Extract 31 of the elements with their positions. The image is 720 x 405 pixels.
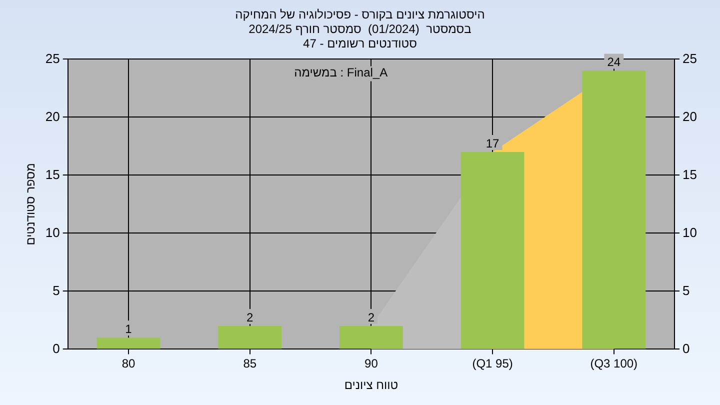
- y2-tick-label: 0: [682, 340, 690, 356]
- y2-tick-label: 25: [682, 50, 698, 66]
- annotation: במשימה : Final_A: [294, 66, 388, 80]
- x-tick-label: 90: [364, 356, 378, 371]
- chart-subtitle: בסמסטר (01/2024) סמסטר חורף 2024/25 סטודנטים רשומים - 47: [248, 22, 472, 50]
- y-tick-label: 5: [52, 282, 60, 298]
- x-tick-label: (Q3 100): [590, 356, 638, 371]
- data-label: 17: [486, 136, 500, 150]
- data-label: 2: [246, 310, 254, 324]
- y2-tick-label: 20: [682, 108, 698, 124]
- bar: [96, 338, 160, 349]
- y-tick-label: 25: [45, 50, 60, 66]
- x-tick-label: 85: [243, 356, 257, 371]
- x-tick-label: 80: [122, 356, 136, 371]
- x-axis-title: טווח ציונים: [344, 378, 398, 392]
- bar: [218, 326, 282, 349]
- data-label: 1: [125, 322, 132, 336]
- x-tick-label: (Q1 95): [472, 356, 513, 371]
- y-tick-label: 20: [45, 108, 60, 124]
- bar: [340, 326, 403, 349]
- y2-tick-label: 15: [682, 166, 698, 182]
- chart-title: היסטוגרמת ציונים בקורס - פסיכולוגיה של המחיקה: [235, 8, 485, 22]
- y-tick-label: 10: [45, 224, 60, 240]
- bar: [582, 70, 646, 349]
- y2-tick-label: 5: [682, 282, 690, 298]
- data-label: 2: [368, 310, 375, 324]
- y-axis-title: מספר סטודנטים: [24, 163, 38, 246]
- y-tick-label: 15: [45, 166, 60, 182]
- data-label: 24: [607, 55, 621, 70]
- y2-tick-label: 10: [682, 224, 698, 240]
- y-tick-label: 0: [52, 340, 60, 356]
